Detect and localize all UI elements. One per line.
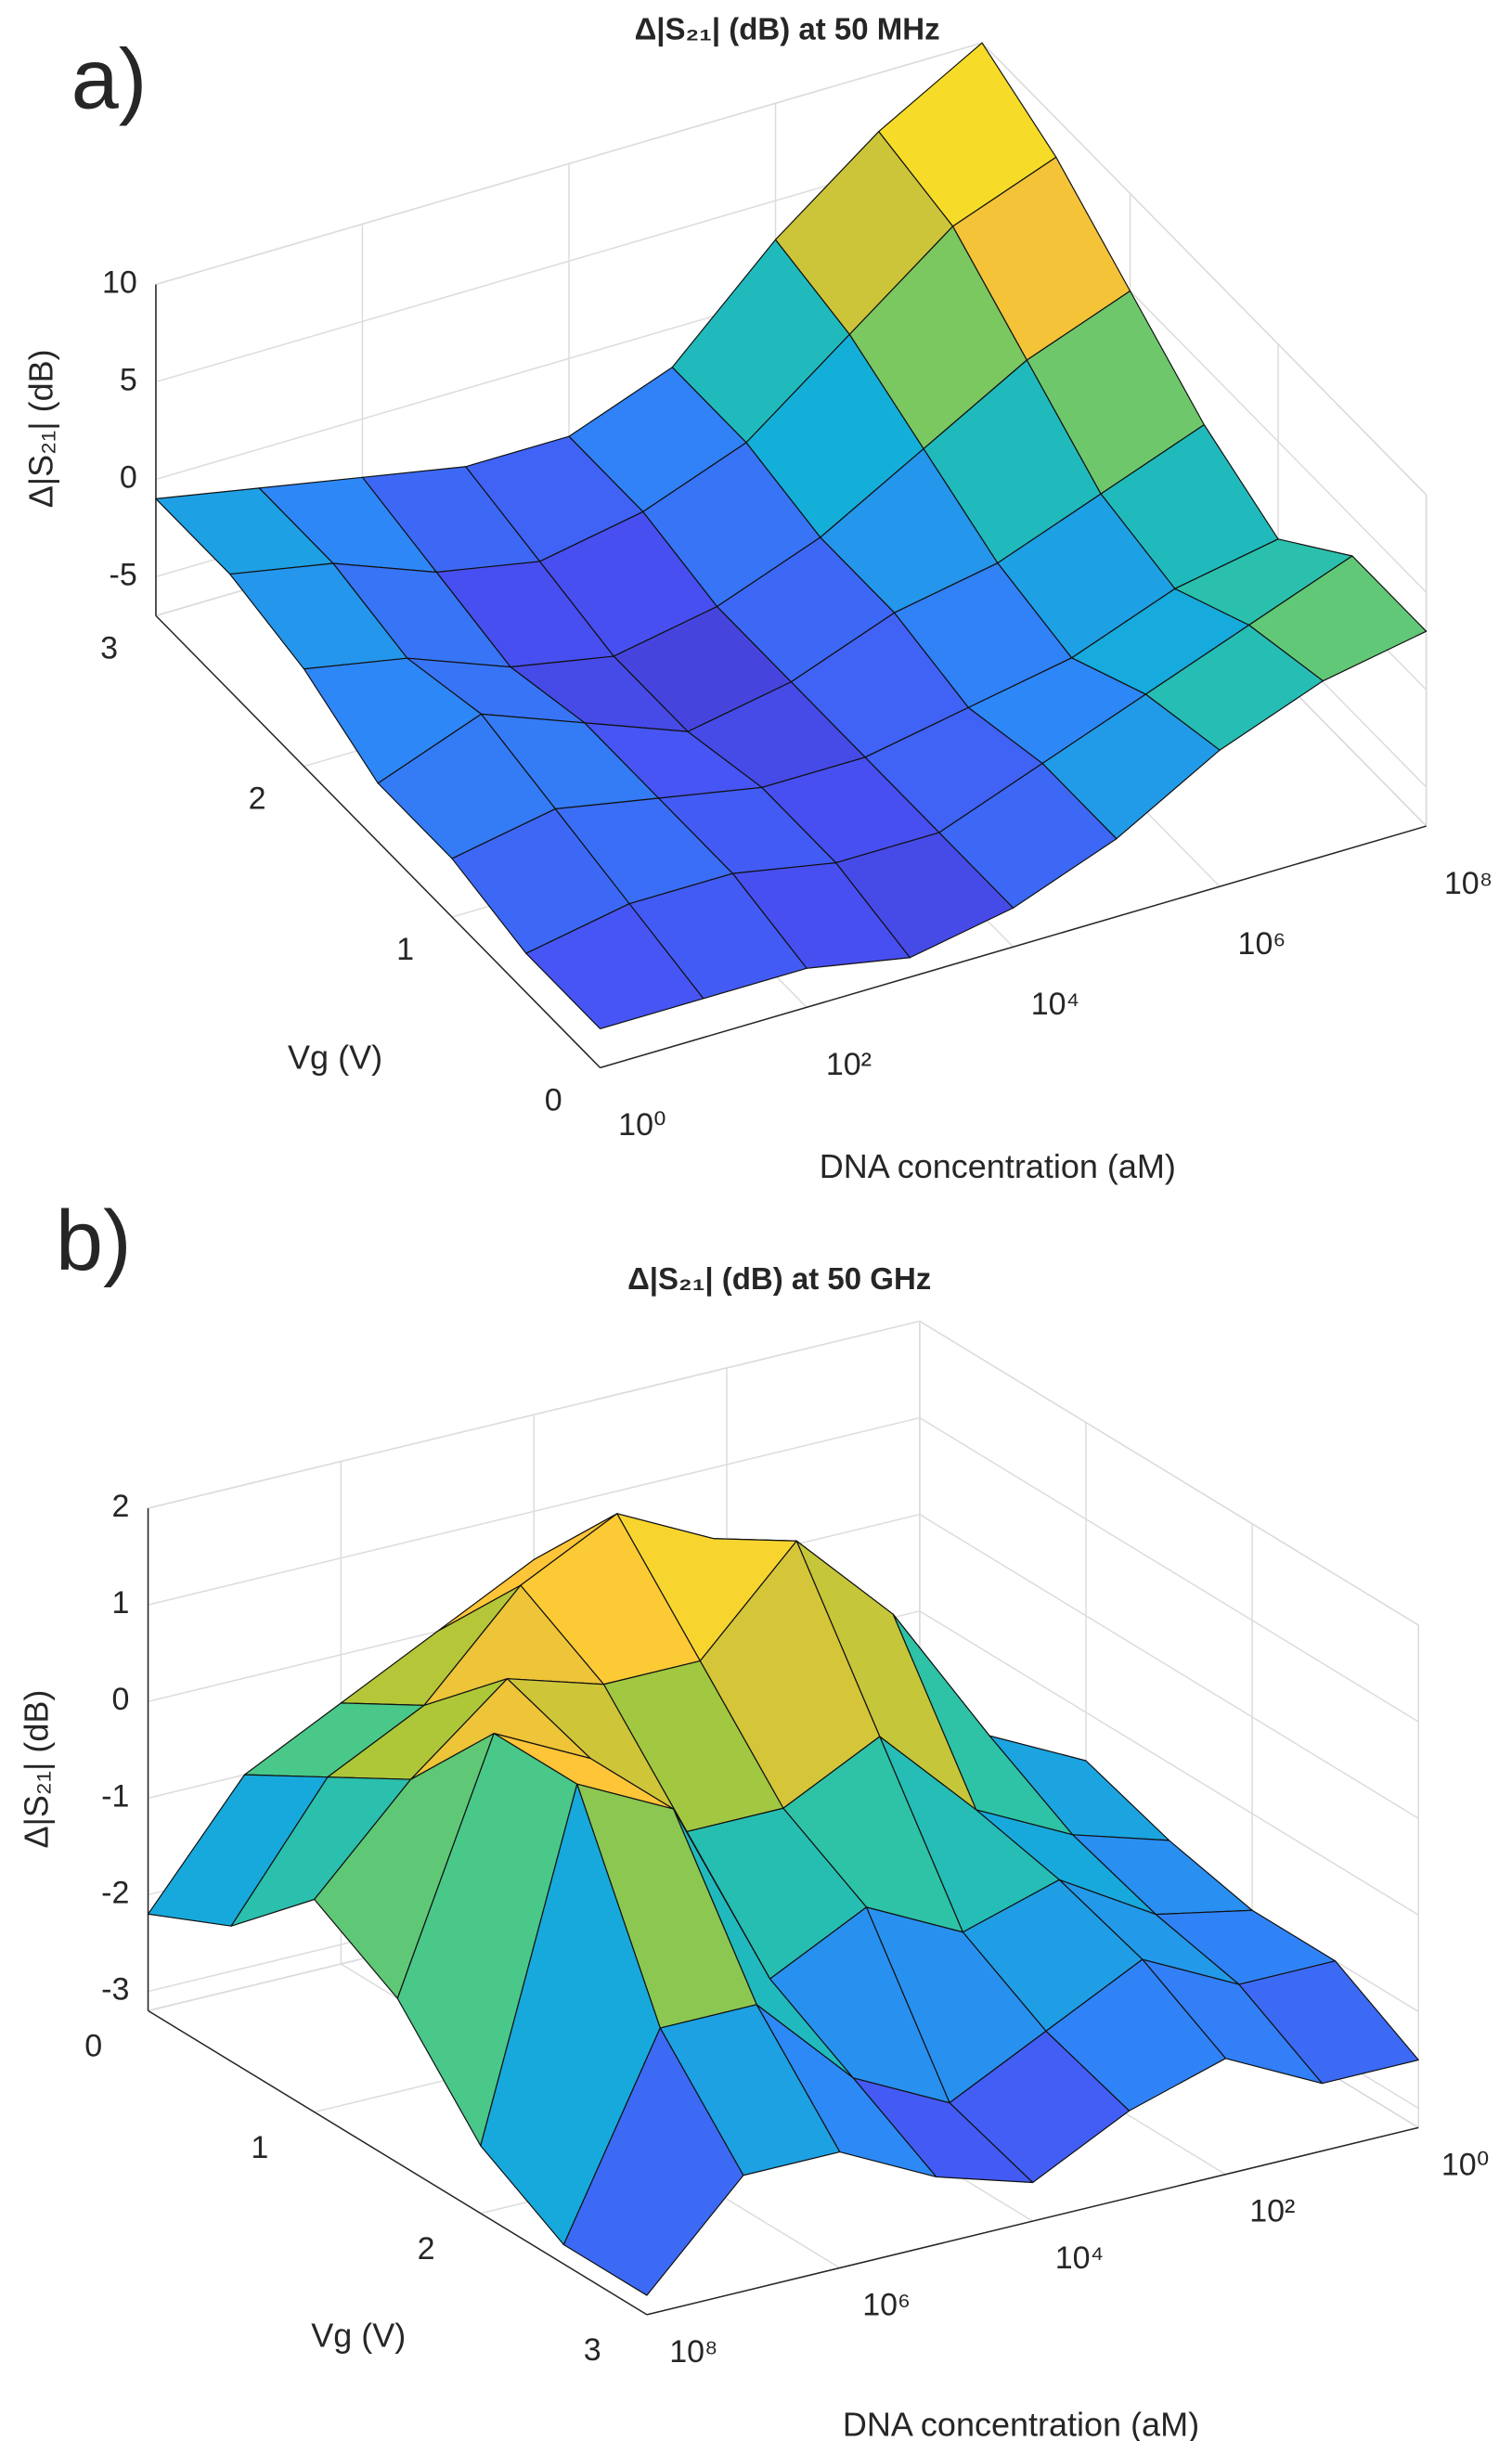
y-tick-label: 0 [545,1082,562,1117]
y-tick-label: 0 [84,2029,102,2064]
grid-line [148,1320,921,1509]
grid-line [919,1416,1419,1723]
x-tick-label: 10² [826,1047,872,1082]
grid-line [919,1514,1419,1819]
x-axis [646,2126,1419,2316]
surface-patch [525,903,704,1029]
grid-line [919,1320,1419,1626]
x-axis-label: DNA concentration (aM) [820,1147,1176,1185]
z-axis-label: Δ|S₂₁| (dB) [22,349,60,508]
y-tick-label: 1 [251,2130,268,2165]
panel-label: a) [71,32,148,127]
x-tick-label: 10⁴ [1055,2241,1104,2276]
grid-line [919,1610,1419,1916]
x-tick-label: 10⁸ [669,2334,717,2370]
z-tick-label: 0 [120,459,137,495]
x-axis [600,825,1427,1069]
x-tick-label: 10⁶ [862,2287,911,2322]
x-tick-label: 10⁰ [618,1107,666,1143]
surface-patch [562,2027,744,2296]
surface-chart: 10⁰ 10² 10⁴ 10⁶ 10⁸ 0 1 2 3 -3 -2 -1 0 1 2 Δ|S₂₁| (dB) … [18,1194,1490,2441]
surface-chart: 10⁰ 10² 10⁴ 10⁶ 10⁸ 0 1 2 3 -5 0 5 10 Δ|S₂₁| (dB) at … [22,11,1493,1185]
z-tick-label: 2 [111,1489,129,1524]
x-axis-label: DNA concentration (aM) [843,2405,1199,2441]
z-tick-label: 1 [111,1585,129,1621]
z-tick-label: -5 [110,557,137,592]
z-tick-label: 5 [120,362,137,397]
panel-label: b) [56,1194,132,1288]
z-axis-label: Δ|S₂₁| (dB) [18,1690,56,1849]
grid-line [155,42,983,286]
y-axis-label: Vg (V) [311,2317,406,2355]
y-axis-label: Vg (V) [288,1038,382,1076]
grid-line [148,1416,921,1606]
y-tick-label: 3 [584,2332,601,2368]
chart-title: Δ|S₂₁| (dB) at 50 GHz [627,1261,931,1296]
grid-line [981,42,1428,496]
y-axis [148,2009,648,2316]
x-tick-label: 10⁸ [1444,866,1493,901]
z-tick-label: -1 [101,1778,129,1814]
x-tick-label: 10⁶ [1238,926,1286,962]
z-tick-label: 10 [102,265,137,300]
z-tick-label: 0 [111,1682,129,1717]
y-tick-label: 3 [100,630,118,665]
x-tick-label: 10⁰ [1441,2147,1489,2182]
y-tick-label: 1 [396,932,414,967]
z-tick-label: -2 [101,1875,129,1910]
y-tick-label: 2 [418,2231,435,2267]
y-tick-label: 2 [249,781,266,817]
x-tick-label: 10⁴ [1031,987,1079,1022]
chart-title: Δ|S₂₁| (dB) at 50 MHz [635,11,940,45]
y-axis [155,614,601,1068]
x-tick-label: 10² [1249,2194,1295,2229]
z-tick-label: -3 [101,1972,129,2008]
